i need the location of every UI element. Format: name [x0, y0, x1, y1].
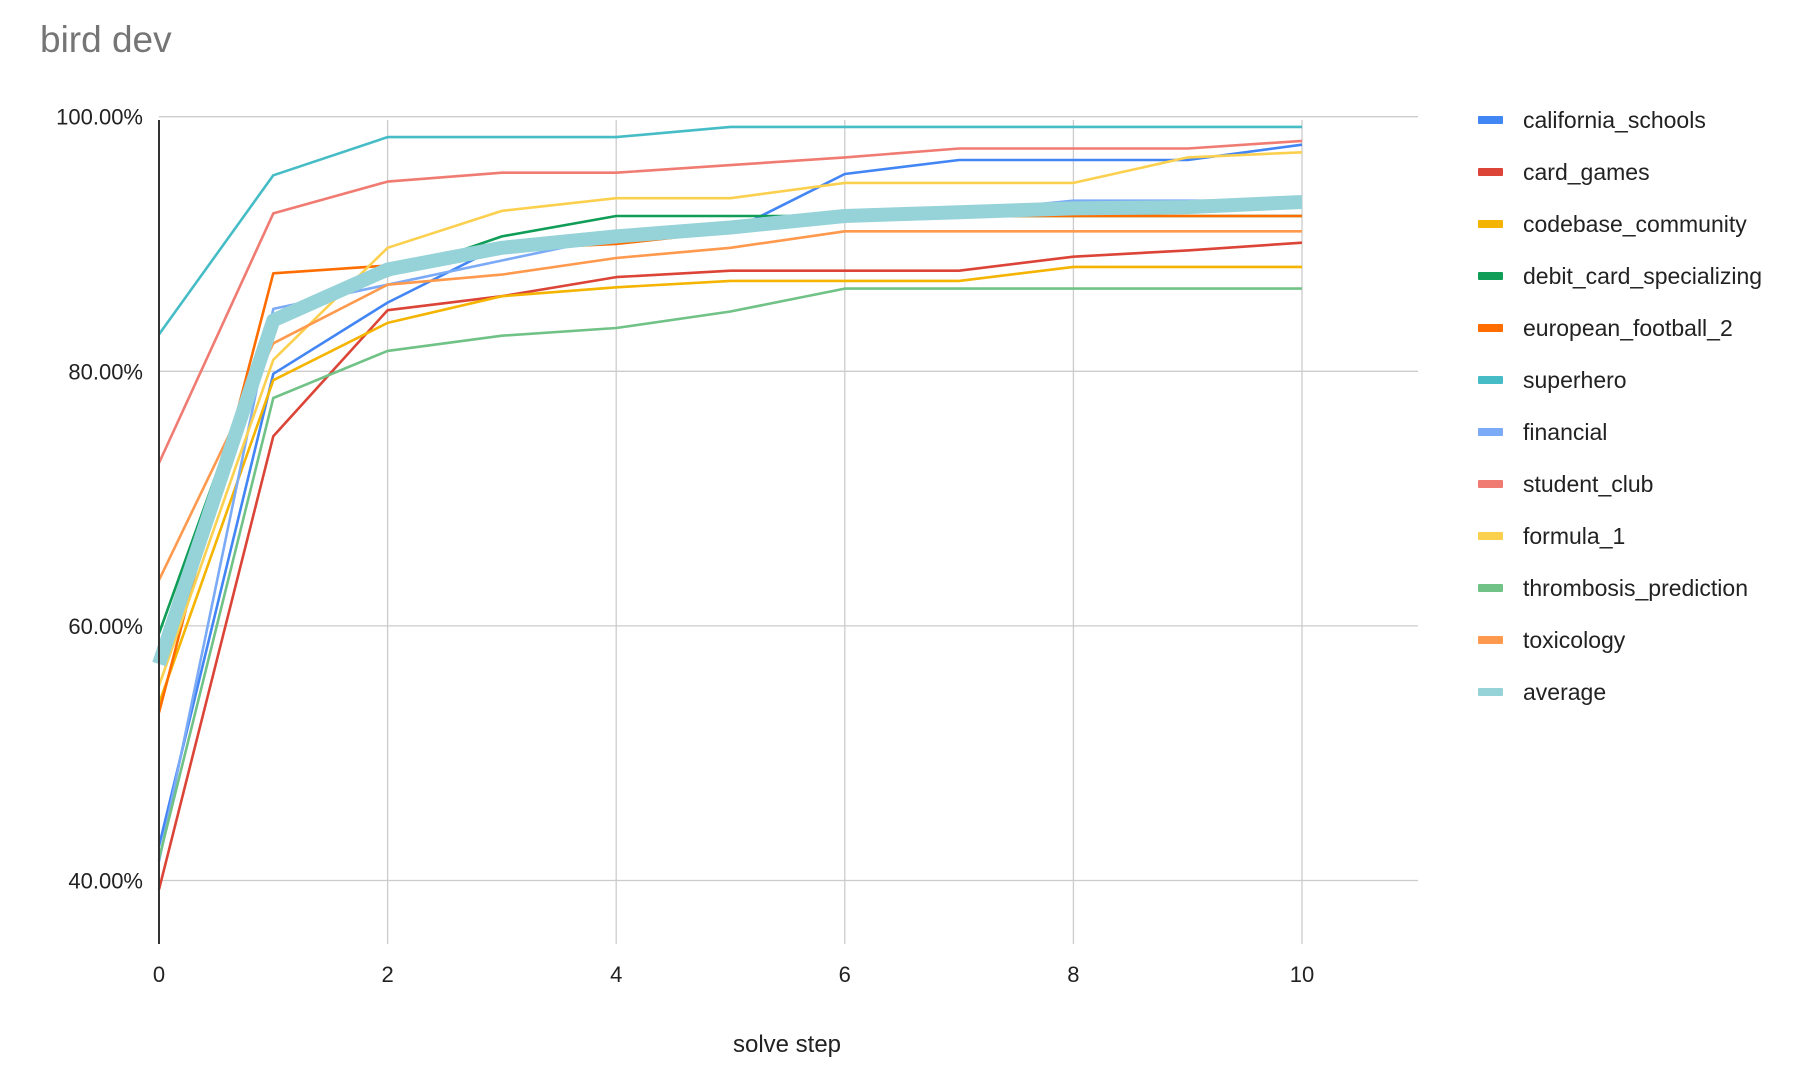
- legend-swatch: [1478, 272, 1503, 280]
- series-line-california-schools: [157, 143, 1303, 847]
- x-tick-label: 4: [610, 962, 622, 987]
- series-line-card-games: [157, 241, 1303, 890]
- x-tick-label: 10: [1290, 962, 1314, 987]
- legend-swatch: [1478, 220, 1503, 228]
- legend-label: superhero: [1523, 367, 1627, 393]
- legend-swatch: [1478, 324, 1503, 332]
- legend-swatch: [1478, 376, 1503, 384]
- legend: california_schools card_games codebase_com…: [1478, 107, 1762, 705]
- series-line-superhero: [157, 125, 1302, 336]
- y-tick-label: 60.00%: [68, 614, 143, 639]
- legend-swatch: [1478, 168, 1503, 176]
- x-axis-label: solve step: [733, 1031, 841, 1058]
- x-tick-label: 2: [381, 962, 393, 987]
- series-line-toxicology: [157, 230, 1302, 581]
- legend-label: debit_card_specializing: [1523, 263, 1762, 289]
- legend-swatch: [1478, 480, 1503, 488]
- legend-label: codebase_community: [1523, 211, 1747, 237]
- legend-label: card_games: [1523, 159, 1650, 185]
- y-axis-tick-labels: 40.00% 60.00% 80.00% 100.00%: [56, 105, 143, 894]
- x-tick-label: 6: [839, 962, 851, 987]
- legend-swatch: [1478, 532, 1503, 540]
- legend-swatch: [1478, 584, 1503, 592]
- legend-label: thrombosis_prediction: [1523, 575, 1748, 601]
- series-line-average: [152, 195, 1303, 667]
- legend-label: toxicology: [1523, 627, 1626, 653]
- legend-swatch: [1478, 636, 1503, 644]
- series-line-thrombosis-prediction: [157, 287, 1302, 860]
- series-line-debit-card-specializing: [157, 214, 1302, 634]
- legend-swatch: [1478, 116, 1503, 124]
- x-tick-label: 8: [1067, 962, 1079, 987]
- y-tick-label: 80.00%: [68, 359, 143, 384]
- y-tick-label: 100.00%: [56, 105, 143, 130]
- x-tick-label: 0: [153, 962, 165, 987]
- legend-label: formula_1: [1523, 523, 1625, 549]
- series-lines: [152, 125, 1303, 890]
- series-line-student-club: [157, 139, 1303, 464]
- legend-label: average: [1523, 679, 1606, 705]
- series-line-codebase-community: [157, 265, 1302, 705]
- legend-swatch: [1478, 428, 1503, 436]
- legend-label: student_club: [1523, 471, 1653, 497]
- legend-label: european_football_2: [1523, 315, 1733, 341]
- legend-label: california_schools: [1523, 107, 1706, 133]
- legend-label: financial: [1523, 419, 1607, 445]
- x-axis-tick-labels: 0 2 4 6 8 10: [153, 962, 1314, 987]
- legend-swatch: [1478, 688, 1503, 696]
- gridlines: [159, 116, 1418, 944]
- y-tick-label: 40.00%: [68, 869, 143, 894]
- chart-title: bird dev: [40, 19, 172, 60]
